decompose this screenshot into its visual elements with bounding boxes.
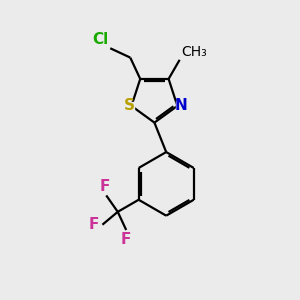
- Text: F: F: [89, 217, 100, 232]
- Bar: [124, 101, 134, 111]
- Text: F: F: [121, 232, 131, 247]
- Bar: [176, 101, 185, 110]
- Text: CH₃: CH₃: [181, 45, 207, 59]
- Text: S: S: [124, 98, 135, 113]
- Text: N: N: [175, 98, 187, 113]
- Text: Cl: Cl: [92, 32, 109, 47]
- Text: F: F: [100, 179, 110, 194]
